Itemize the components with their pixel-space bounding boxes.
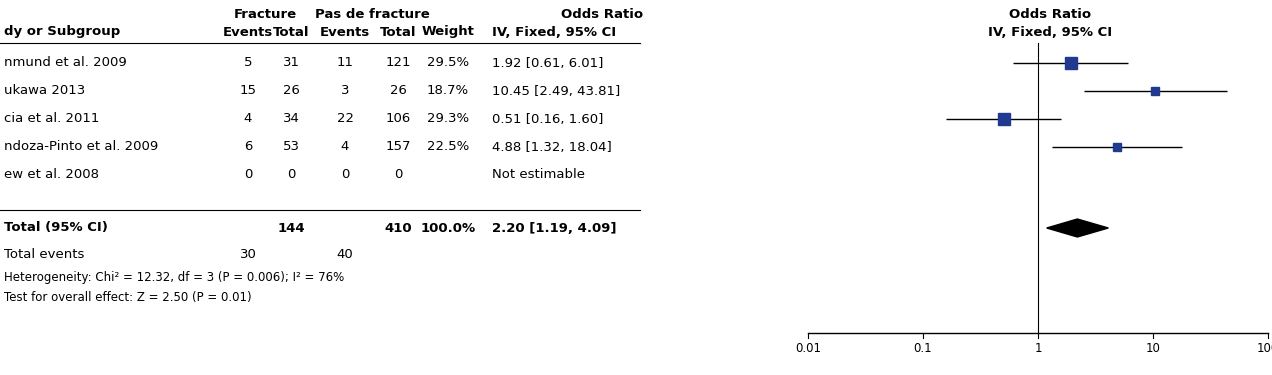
- Text: 34: 34: [282, 112, 299, 126]
- Text: Events: Events: [223, 26, 273, 39]
- Text: 31: 31: [282, 57, 299, 69]
- Text: 22.5%: 22.5%: [427, 141, 469, 153]
- Text: cia et al. 2011: cia et al. 2011: [4, 112, 99, 126]
- Text: 40: 40: [337, 249, 354, 261]
- Text: 0.1: 0.1: [913, 342, 932, 354]
- Text: 18.7%: 18.7%: [427, 84, 469, 98]
- Text: 10: 10: [1146, 342, 1160, 354]
- Text: 100: 100: [1257, 342, 1272, 354]
- Text: 15: 15: [239, 84, 257, 98]
- Text: 0.51 [0.16, 1.60]: 0.51 [0.16, 1.60]: [492, 112, 603, 126]
- Text: nmund et al. 2009: nmund et al. 2009: [4, 57, 127, 69]
- Text: 157: 157: [385, 141, 411, 153]
- Text: 144: 144: [277, 222, 305, 234]
- Text: 1.92 [0.61, 6.01]: 1.92 [0.61, 6.01]: [492, 57, 603, 69]
- Text: 0: 0: [341, 168, 350, 182]
- Text: 53: 53: [282, 141, 299, 153]
- Text: 100.0%: 100.0%: [421, 222, 476, 234]
- Text: 6: 6: [244, 141, 252, 153]
- Text: ndoza-Pinto et al. 2009: ndoza-Pinto et al. 2009: [4, 141, 158, 153]
- Text: 29.3%: 29.3%: [427, 112, 469, 126]
- Text: 4: 4: [341, 141, 350, 153]
- Text: 410: 410: [384, 222, 412, 234]
- Text: 0: 0: [286, 168, 295, 182]
- Text: 30: 30: [239, 249, 257, 261]
- Text: Not estimable: Not estimable: [492, 168, 585, 182]
- Text: Total (95% CI): Total (95% CI): [4, 222, 108, 234]
- Text: 26: 26: [389, 84, 407, 98]
- Text: ew et al. 2008: ew et al. 2008: [4, 168, 99, 182]
- Text: Fracture: Fracture: [234, 8, 296, 21]
- Text: IV, Fixed, 95% CI: IV, Fixed, 95% CI: [492, 26, 616, 39]
- Text: 2.20 [1.19, 4.09]: 2.20 [1.19, 4.09]: [492, 222, 617, 234]
- Text: 22: 22: [337, 112, 354, 126]
- Text: 3: 3: [341, 84, 350, 98]
- Text: 0.01: 0.01: [795, 342, 820, 354]
- Text: 1: 1: [1034, 342, 1042, 354]
- Text: Total events: Total events: [4, 249, 84, 261]
- Text: 4.88 [1.32, 18.04]: 4.88 [1.32, 18.04]: [492, 141, 612, 153]
- Text: dy or Subgroup: dy or Subgroup: [4, 26, 121, 39]
- Text: Weight: Weight: [421, 26, 474, 39]
- Text: 0: 0: [244, 168, 252, 182]
- Text: ukawa 2013: ukawa 2013: [4, 84, 85, 98]
- Text: 5: 5: [244, 57, 252, 69]
- Text: Odds Ratio: Odds Ratio: [1009, 8, 1091, 21]
- Text: 106: 106: [385, 112, 411, 126]
- Text: IV, Fixed, 95% CI: IV, Fixed, 95% CI: [988, 26, 1112, 39]
- Text: 11: 11: [337, 57, 354, 69]
- Text: Heterogeneity: Chi² = 12.32, df = 3 (P = 0.006); I² = 76%: Heterogeneity: Chi² = 12.32, df = 3 (P =…: [4, 272, 345, 285]
- Text: Test for overall effect: Z = 2.50 (P = 0.01): Test for overall effect: Z = 2.50 (P = 0…: [4, 291, 252, 304]
- Text: Odds Ratio: Odds Ratio: [561, 8, 644, 21]
- Text: 4: 4: [244, 112, 252, 126]
- Text: 29.5%: 29.5%: [427, 57, 469, 69]
- Text: 26: 26: [282, 84, 299, 98]
- Text: 121: 121: [385, 57, 411, 69]
- Text: Total: Total: [380, 26, 416, 39]
- Text: Total: Total: [272, 26, 309, 39]
- Text: 0: 0: [394, 168, 402, 182]
- Text: Pas de fracture: Pas de fracture: [314, 8, 430, 21]
- Polygon shape: [1047, 219, 1108, 237]
- Text: 10.45 [2.49, 43.81]: 10.45 [2.49, 43.81]: [492, 84, 621, 98]
- Text: Events: Events: [319, 26, 370, 39]
